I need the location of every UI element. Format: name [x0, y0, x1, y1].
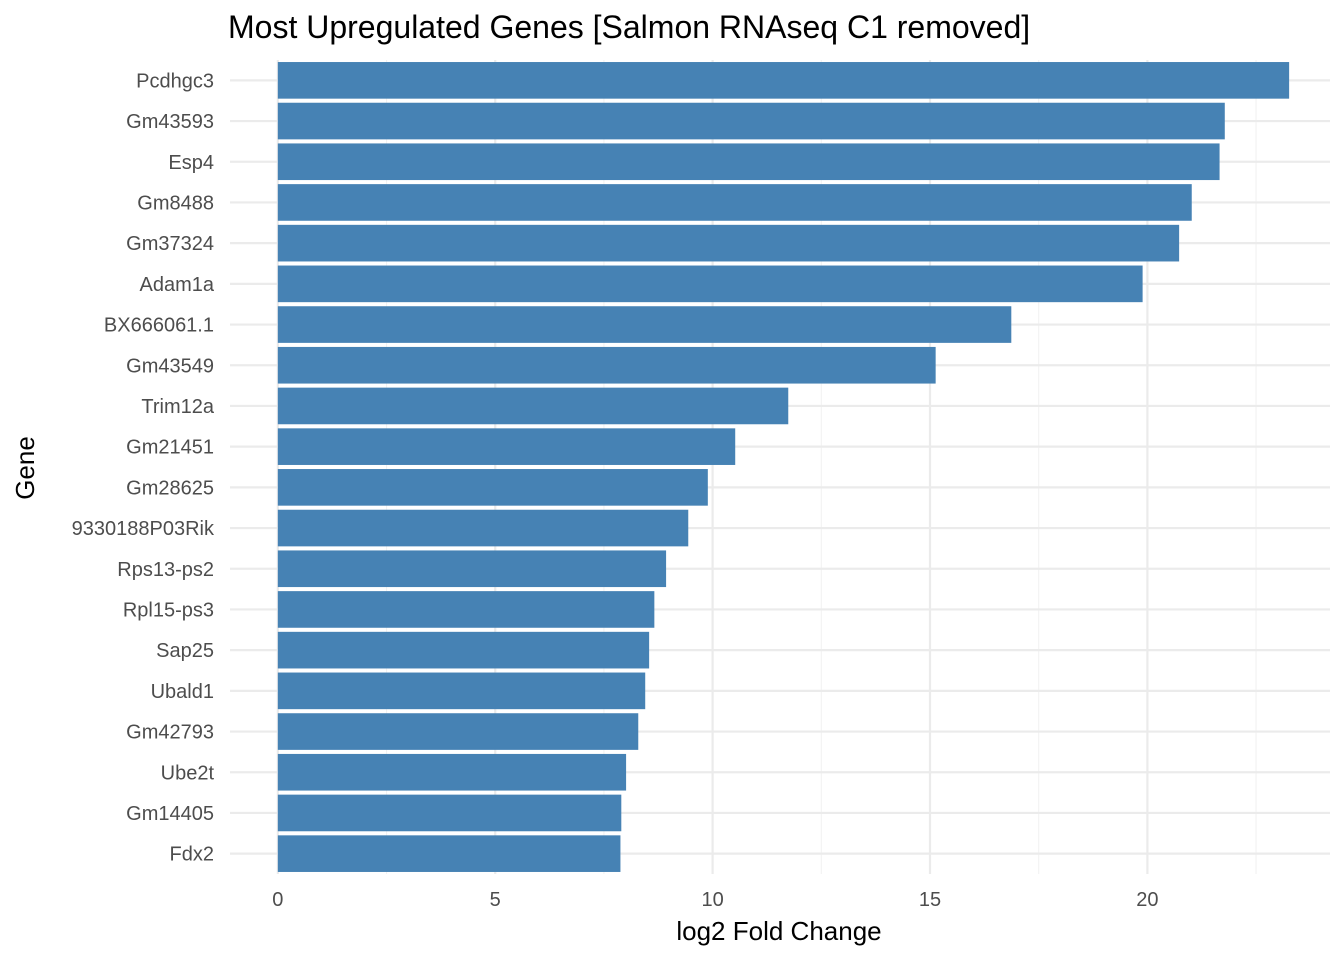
y-tick-label: Rps13-ps2	[117, 559, 214, 581]
bar-bx666061-1	[277, 306, 1012, 343]
y-tick-label: 9330188P03Rik	[72, 518, 215, 540]
bar-adam1a	[277, 265, 1143, 303]
y-tick-label: Gm42793	[126, 722, 214, 744]
x-tick-label: 15	[919, 889, 941, 911]
y-tick-label: Ube2t	[161, 762, 215, 784]
y-tick-label: Sap25	[156, 640, 214, 662]
y-tick-label: Gm43593	[126, 111, 214, 133]
bar-fdx2	[277, 835, 621, 872]
x-tick-label: 5	[490, 889, 501, 911]
x-tick-label: 0	[272, 889, 283, 911]
bar-rpl15-ps3	[277, 591, 655, 628]
bar-ubald1	[277, 672, 646, 710]
y-tick-label: Gm37324	[126, 233, 214, 255]
bar-9330188p03rik	[277, 509, 689, 547]
y-tick-label: Gm8488	[137, 192, 214, 214]
y-axis-title: Gene	[10, 436, 40, 500]
bar-gm28625	[277, 469, 708, 506]
chart-title: Most Upregulated Genes [Salmon RNAseq C1…	[228, 9, 1030, 45]
bar-gm43549	[277, 346, 936, 384]
y-tick-label: Gm28625	[126, 477, 214, 499]
y-tick-labels: Pcdhgc3 Gm43593 Esp4 Gm8488 Gm37324 Adam1a BX6…	[72, 70, 215, 865]
grid	[230, 60, 1330, 874]
y-tick-label: Fdx2	[170, 844, 214, 866]
y-tick-label: Ubald1	[151, 681, 214, 703]
y-tick-label: Gm21451	[126, 437, 214, 459]
bar-gm37324	[277, 224, 1180, 262]
bar-gm14405	[277, 794, 622, 832]
bar-gm8488	[277, 184, 1192, 221]
bar-trim12a	[277, 387, 789, 425]
y-tick-label: Pcdhgc3	[136, 70, 214, 92]
x-axis-title: log2 Fold Change	[676, 916, 881, 946]
y-tick-label: Trim12a	[141, 396, 214, 418]
y-tick-label: Adam1a	[140, 274, 215, 296]
y-tick-label: Gm14405	[126, 803, 214, 825]
bar-pcdhgc3	[277, 62, 1290, 99]
y-tick-label: Gm43549	[126, 355, 214, 377]
y-tick-label: Esp4	[168, 152, 214, 174]
bar-ube2t	[277, 753, 627, 791]
bar-esp4	[277, 143, 1220, 181]
bar-gm43593	[277, 102, 1225, 140]
bar-gm42793	[277, 713, 639, 750]
x-tick-label: 10	[701, 889, 723, 911]
bar-sap25	[277, 631, 650, 669]
bar-gm21451	[277, 428, 736, 465]
y-tick-label: Rpl15-ps3	[123, 599, 214, 621]
x-tick-label: 20	[1136, 889, 1158, 911]
y-tick-label: BX666061.1	[104, 315, 214, 337]
x-tick-labels: 0 5 10 15 20	[272, 889, 1158, 911]
bars	[277, 62, 1290, 872]
bar-rps13-ps2	[277, 550, 667, 588]
